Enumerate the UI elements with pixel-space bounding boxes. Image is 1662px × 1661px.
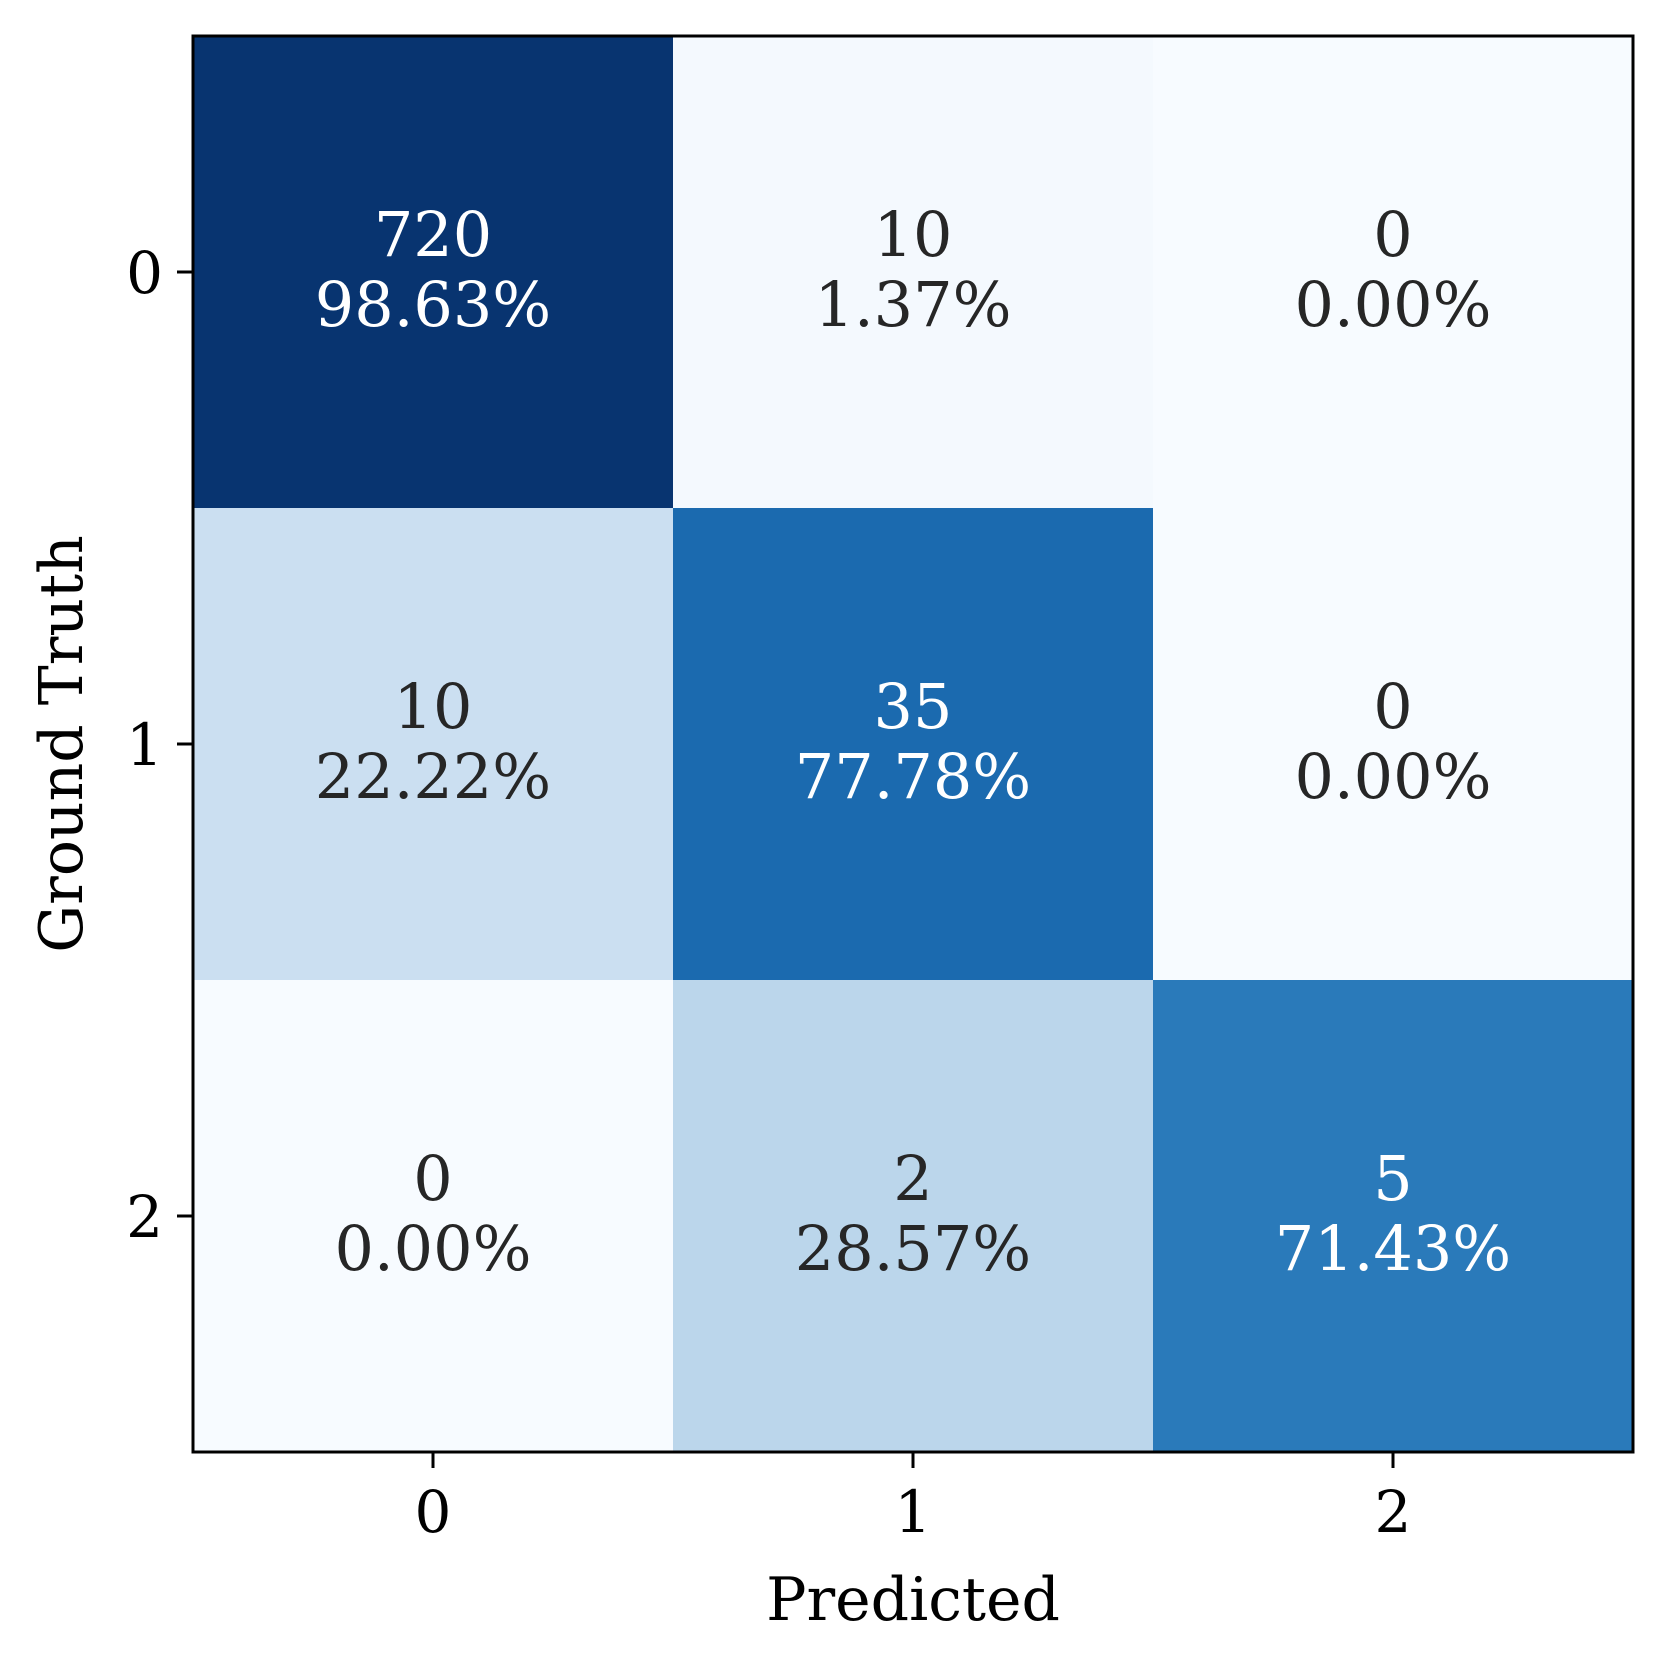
heatmap-cell-2-0 xyxy=(193,980,673,1452)
cell-percent-label: 0.00% xyxy=(335,1212,532,1285)
cell-count-label: 5 xyxy=(1373,1142,1412,1215)
heatmap-cell-2-2 xyxy=(1153,980,1633,1452)
cell-percent-label: 22.22% xyxy=(315,740,551,813)
cell-count-label: 0 xyxy=(413,1142,452,1215)
cell-count-label: 720 xyxy=(374,198,492,271)
y-tick-label: 1 xyxy=(126,711,163,779)
heatmap-cell-2-1 xyxy=(673,980,1153,1452)
cell-percent-label: 0.00% xyxy=(1295,740,1492,813)
cell-count-label: 35 xyxy=(874,670,953,743)
heatmap-cells xyxy=(193,36,1633,1452)
cell-percent-label: 28.57% xyxy=(795,1212,1031,1285)
y-axis-ticks: 0 1 2 xyxy=(126,239,193,1251)
cell-percent-label: 98.63% xyxy=(315,268,551,341)
heatmap-cell-1-0 xyxy=(193,508,673,980)
cell-percent-label: 71.43% xyxy=(1275,1212,1511,1285)
cell-count-label: 10 xyxy=(874,198,953,271)
cell-count-label: 0 xyxy=(1373,198,1412,271)
x-tick-label: 2 xyxy=(1375,1478,1412,1546)
cell-count-label: 2 xyxy=(893,1142,932,1215)
cell-percent-label: 77.78% xyxy=(795,740,1031,813)
cell-percent-label: 1.37% xyxy=(815,268,1012,341)
x-tick-label: 0 xyxy=(415,1478,452,1546)
cell-count-label: 0 xyxy=(1373,670,1412,743)
y-tick-label: 2 xyxy=(126,1183,163,1251)
x-axis-label: Predicted xyxy=(766,1565,1060,1635)
cell-labels: 72098.63%101.37%00.00%1022.22%3577.78%00… xyxy=(315,198,1511,1285)
y-axis-label: Ground Truth xyxy=(27,535,97,953)
heatmap-cell-0-1 xyxy=(673,36,1153,508)
cell-count-label: 10 xyxy=(394,670,473,743)
y-tick-label: 0 xyxy=(126,239,163,307)
heatmap-cell-0-2 xyxy=(1153,36,1633,508)
x-axis-ticks: 0 1 2 xyxy=(415,1452,1412,1546)
heatmap-cell-1-2 xyxy=(1153,508,1633,980)
cell-percent-label: 0.00% xyxy=(1295,268,1492,341)
heatmap-cell-0-0 xyxy=(193,36,673,508)
x-tick-label: 1 xyxy=(895,1478,932,1546)
heatmap-cell-1-1 xyxy=(673,508,1153,980)
